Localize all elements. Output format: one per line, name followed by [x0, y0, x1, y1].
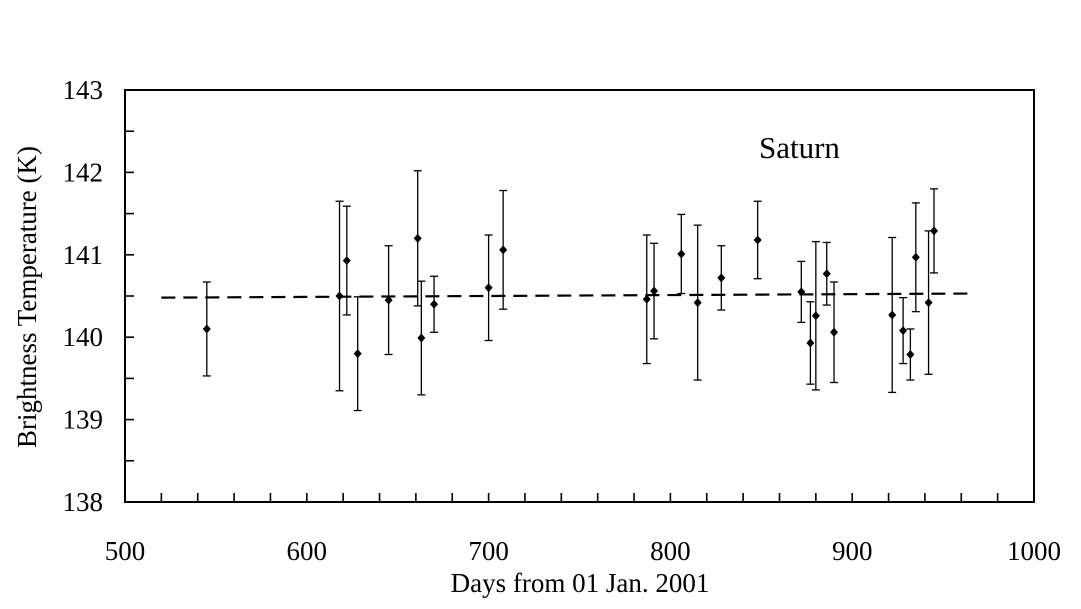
data-point — [384, 295, 393, 305]
data-point — [899, 326, 908, 336]
data-point — [430, 299, 439, 309]
data-point — [484, 283, 493, 293]
x-tick-label: 600 — [287, 536, 328, 566]
chart-annotation: Saturn — [759, 130, 840, 165]
data-point — [642, 294, 651, 304]
data-point — [930, 226, 939, 236]
y-tick-label: 142 — [63, 157, 104, 187]
fit-line-group — [161, 292, 975, 299]
y-tick-label: 141 — [63, 240, 104, 270]
fit-line — [161, 292, 975, 299]
y-axis-title: Brightness Temperature (K) — [12, 146, 42, 448]
data-point — [693, 298, 702, 308]
y-tick-label: 138 — [63, 487, 104, 517]
y-tick-label: 140 — [63, 322, 104, 352]
x-tick-label: 1000 — [1007, 536, 1061, 566]
data-point — [822, 269, 831, 279]
data-point — [413, 233, 422, 243]
x-tick-label: 800 — [650, 536, 691, 566]
data-point — [830, 327, 839, 337]
data-point — [650, 286, 659, 296]
x-tick-label: 700 — [468, 536, 509, 566]
data-point — [342, 256, 351, 266]
data-point — [753, 235, 762, 245]
data-point — [797, 287, 806, 297]
x-tick-label: 900 — [832, 536, 873, 566]
data-point — [499, 245, 508, 255]
data-point — [911, 252, 920, 262]
data-point — [811, 311, 820, 321]
data-point — [888, 310, 897, 320]
axes-group — [124, 89, 1035, 503]
data-point — [202, 324, 211, 334]
data-point — [677, 249, 686, 259]
data-point — [906, 350, 915, 360]
y-tick-label: 139 — [63, 405, 104, 435]
data-point — [717, 273, 726, 283]
labels-group: 500 600 700 800 900 1000 138 139 140 141 142 143 — [63, 75, 1062, 566]
y-tick-label: 143 — [63, 75, 104, 105]
data-points-group — [202, 170, 939, 412]
data-point — [353, 349, 362, 359]
data-point — [335, 291, 344, 301]
x-tick-label: 500 — [105, 536, 146, 566]
data-point — [924, 298, 933, 308]
data-point — [417, 333, 426, 343]
data-point — [806, 338, 815, 348]
x-axis-title: Days from 01 Jan. 2001 — [451, 568, 710, 598]
